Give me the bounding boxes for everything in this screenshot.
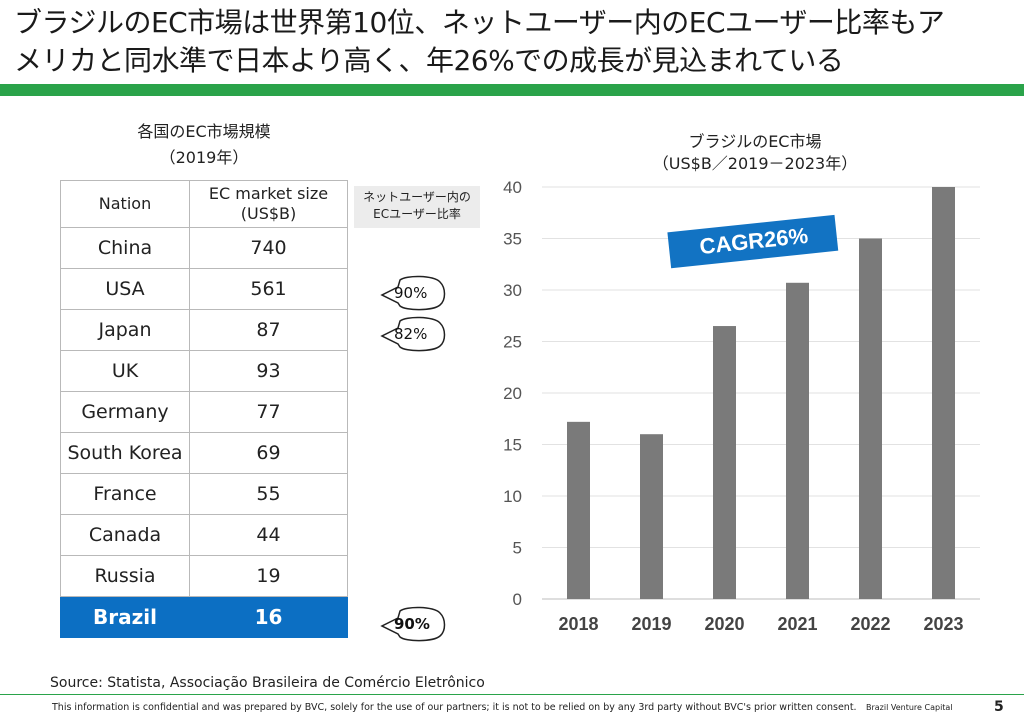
- user-share-header: ネットユーザー内の ECユーザー比率: [354, 186, 480, 228]
- table-row: Canada 44: [60, 514, 348, 556]
- speech-bubble-icon: [380, 606, 446, 642]
- size-cell: 87: [189, 309, 348, 351]
- table-row: USA 561: [60, 268, 348, 310]
- bar-2020: [713, 326, 736, 599]
- chart-title: ブラジルのEC市場: [688, 132, 822, 151]
- speech-bubble-usa: 90%: [378, 273, 458, 313]
- table-row: South Korea 69: [60, 432, 348, 474]
- y-tick-label: 10: [503, 487, 522, 506]
- table-subtitle: （2019年）: [159, 148, 249, 167]
- y-tick-label: 30: [503, 281, 522, 300]
- speech-bubble-icon: [380, 316, 446, 352]
- table-header-row: Nation EC market size (US$B): [60, 180, 348, 228]
- gridlines: [542, 186, 980, 600]
- y-tick-label: 40: [503, 178, 522, 197]
- size-cell: 69: [189, 432, 348, 474]
- source-note: Source: Statista, Associação Brasileira …: [50, 675, 485, 691]
- size-cell: 19: [189, 555, 348, 597]
- user-share-header-line-2: ECユーザー比率: [373, 207, 461, 221]
- nation-cell: Japan: [60, 309, 190, 351]
- table-title: 各国のEC市場規模: [137, 122, 271, 141]
- bar-2023: [932, 187, 955, 599]
- header-nation: Nation: [60, 180, 190, 228]
- header-size: EC market size (US$B): [189, 180, 348, 228]
- share-value-usa: 90%: [394, 284, 428, 302]
- header-size-line-1: EC market size: [208, 184, 329, 203]
- nation-cell: UK: [60, 350, 190, 392]
- table-row: Russia 19: [60, 555, 348, 597]
- nation-cell: France: [60, 473, 190, 515]
- y-tick-label: 35: [503, 230, 522, 249]
- nation-cell: Brazil: [60, 596, 190, 638]
- speech-bubble-brazil: 90%: [378, 604, 458, 644]
- share-value-brazil: 90%: [394, 615, 430, 633]
- x-tick-label: 2018: [558, 614, 598, 634]
- nation-cell: Germany: [60, 391, 190, 433]
- x-tick-label: 2019: [631, 614, 671, 634]
- y-tick-label: 0: [513, 590, 522, 609]
- speech-bubble-icon: [380, 275, 446, 311]
- cagr-banner: [667, 214, 839, 269]
- x-tick-label: 2023: [923, 614, 963, 634]
- bar-2021: [786, 282, 809, 599]
- table-row: China 740: [60, 227, 348, 269]
- nation-cell: South Korea: [60, 432, 190, 474]
- user-share-header-line-1: ネットユーザー内の: [363, 190, 471, 204]
- confidentiality-note: This information is confidential and was…: [52, 702, 857, 713]
- footer-brand: Brazil Venture Capital: [866, 703, 953, 712]
- nation-cell: China: [60, 227, 190, 269]
- bars: [567, 187, 955, 599]
- share-value-japan: 82%: [394, 325, 428, 343]
- x-axis-ticks: 2018 2019 2020 2021 2022 2023: [558, 614, 963, 634]
- slide-headline: ブラジルのEC市場は世界第10位、ネットユーザー内のECユーザー比率もア メリカ…: [14, 4, 1014, 80]
- y-tick-label: 20: [503, 384, 522, 403]
- table-row-highlighted: Brazil 16: [60, 596, 348, 638]
- nation-cell: Canada: [60, 514, 190, 556]
- speech-bubble-japan: 82%: [378, 314, 458, 354]
- bar-chart: 0 5 10 15 20 25 30 35 40 2018 2019 2020 2021 2022 202…: [503, 178, 980, 634]
- x-tick-label: 2020: [704, 614, 744, 634]
- headline-line-2: メリカと同水準で日本より高く、年26%での成長が見込まれている: [14, 44, 844, 77]
- size-cell: 44: [189, 514, 348, 556]
- y-axis-ticks: 0 5 10 15 20 25 30 35 40: [503, 178, 522, 609]
- y-tick-label: 25: [503, 333, 522, 352]
- bar-2022: [859, 238, 882, 599]
- header-size-line-2: (US$B): [240, 204, 297, 223]
- headline-line-1: ブラジルのEC市場は世界第10位、ネットユーザー内のECユーザー比率もア: [14, 6, 945, 39]
- size-cell: 93: [189, 350, 348, 392]
- table-row: Germany 77: [60, 391, 348, 433]
- size-cell: 740: [189, 227, 348, 269]
- size-cell: 561: [189, 268, 348, 310]
- y-tick-label: 5: [513, 539, 522, 558]
- x-tick-label: 2021: [777, 614, 817, 634]
- chart-subtitle: （US$B／2019－2023年）: [652, 154, 858, 173]
- y-tick-label: 15: [503, 436, 522, 455]
- nation-cell: Russia: [60, 555, 190, 597]
- x-tick-label: 2022: [850, 614, 890, 634]
- nation-cell: USA: [60, 268, 190, 310]
- bar-2018: [567, 421, 590, 599]
- cagr-callout: CAGR26%: [667, 214, 839, 269]
- size-cell: 77: [189, 391, 348, 433]
- bar-2019: [640, 434, 663, 599]
- size-cell: 16: [189, 596, 348, 638]
- page-number: 5: [994, 699, 1004, 715]
- header-divider: [0, 84, 1024, 96]
- ec-market-table: Nation EC market size (US$B) China 740 US…: [60, 180, 348, 638]
- table-row: UK 93: [60, 350, 348, 392]
- size-cell: 55: [189, 473, 348, 515]
- footer-divider: [0, 694, 1024, 695]
- table-row: Japan 87: [60, 309, 348, 351]
- table-row: France 55: [60, 473, 348, 515]
